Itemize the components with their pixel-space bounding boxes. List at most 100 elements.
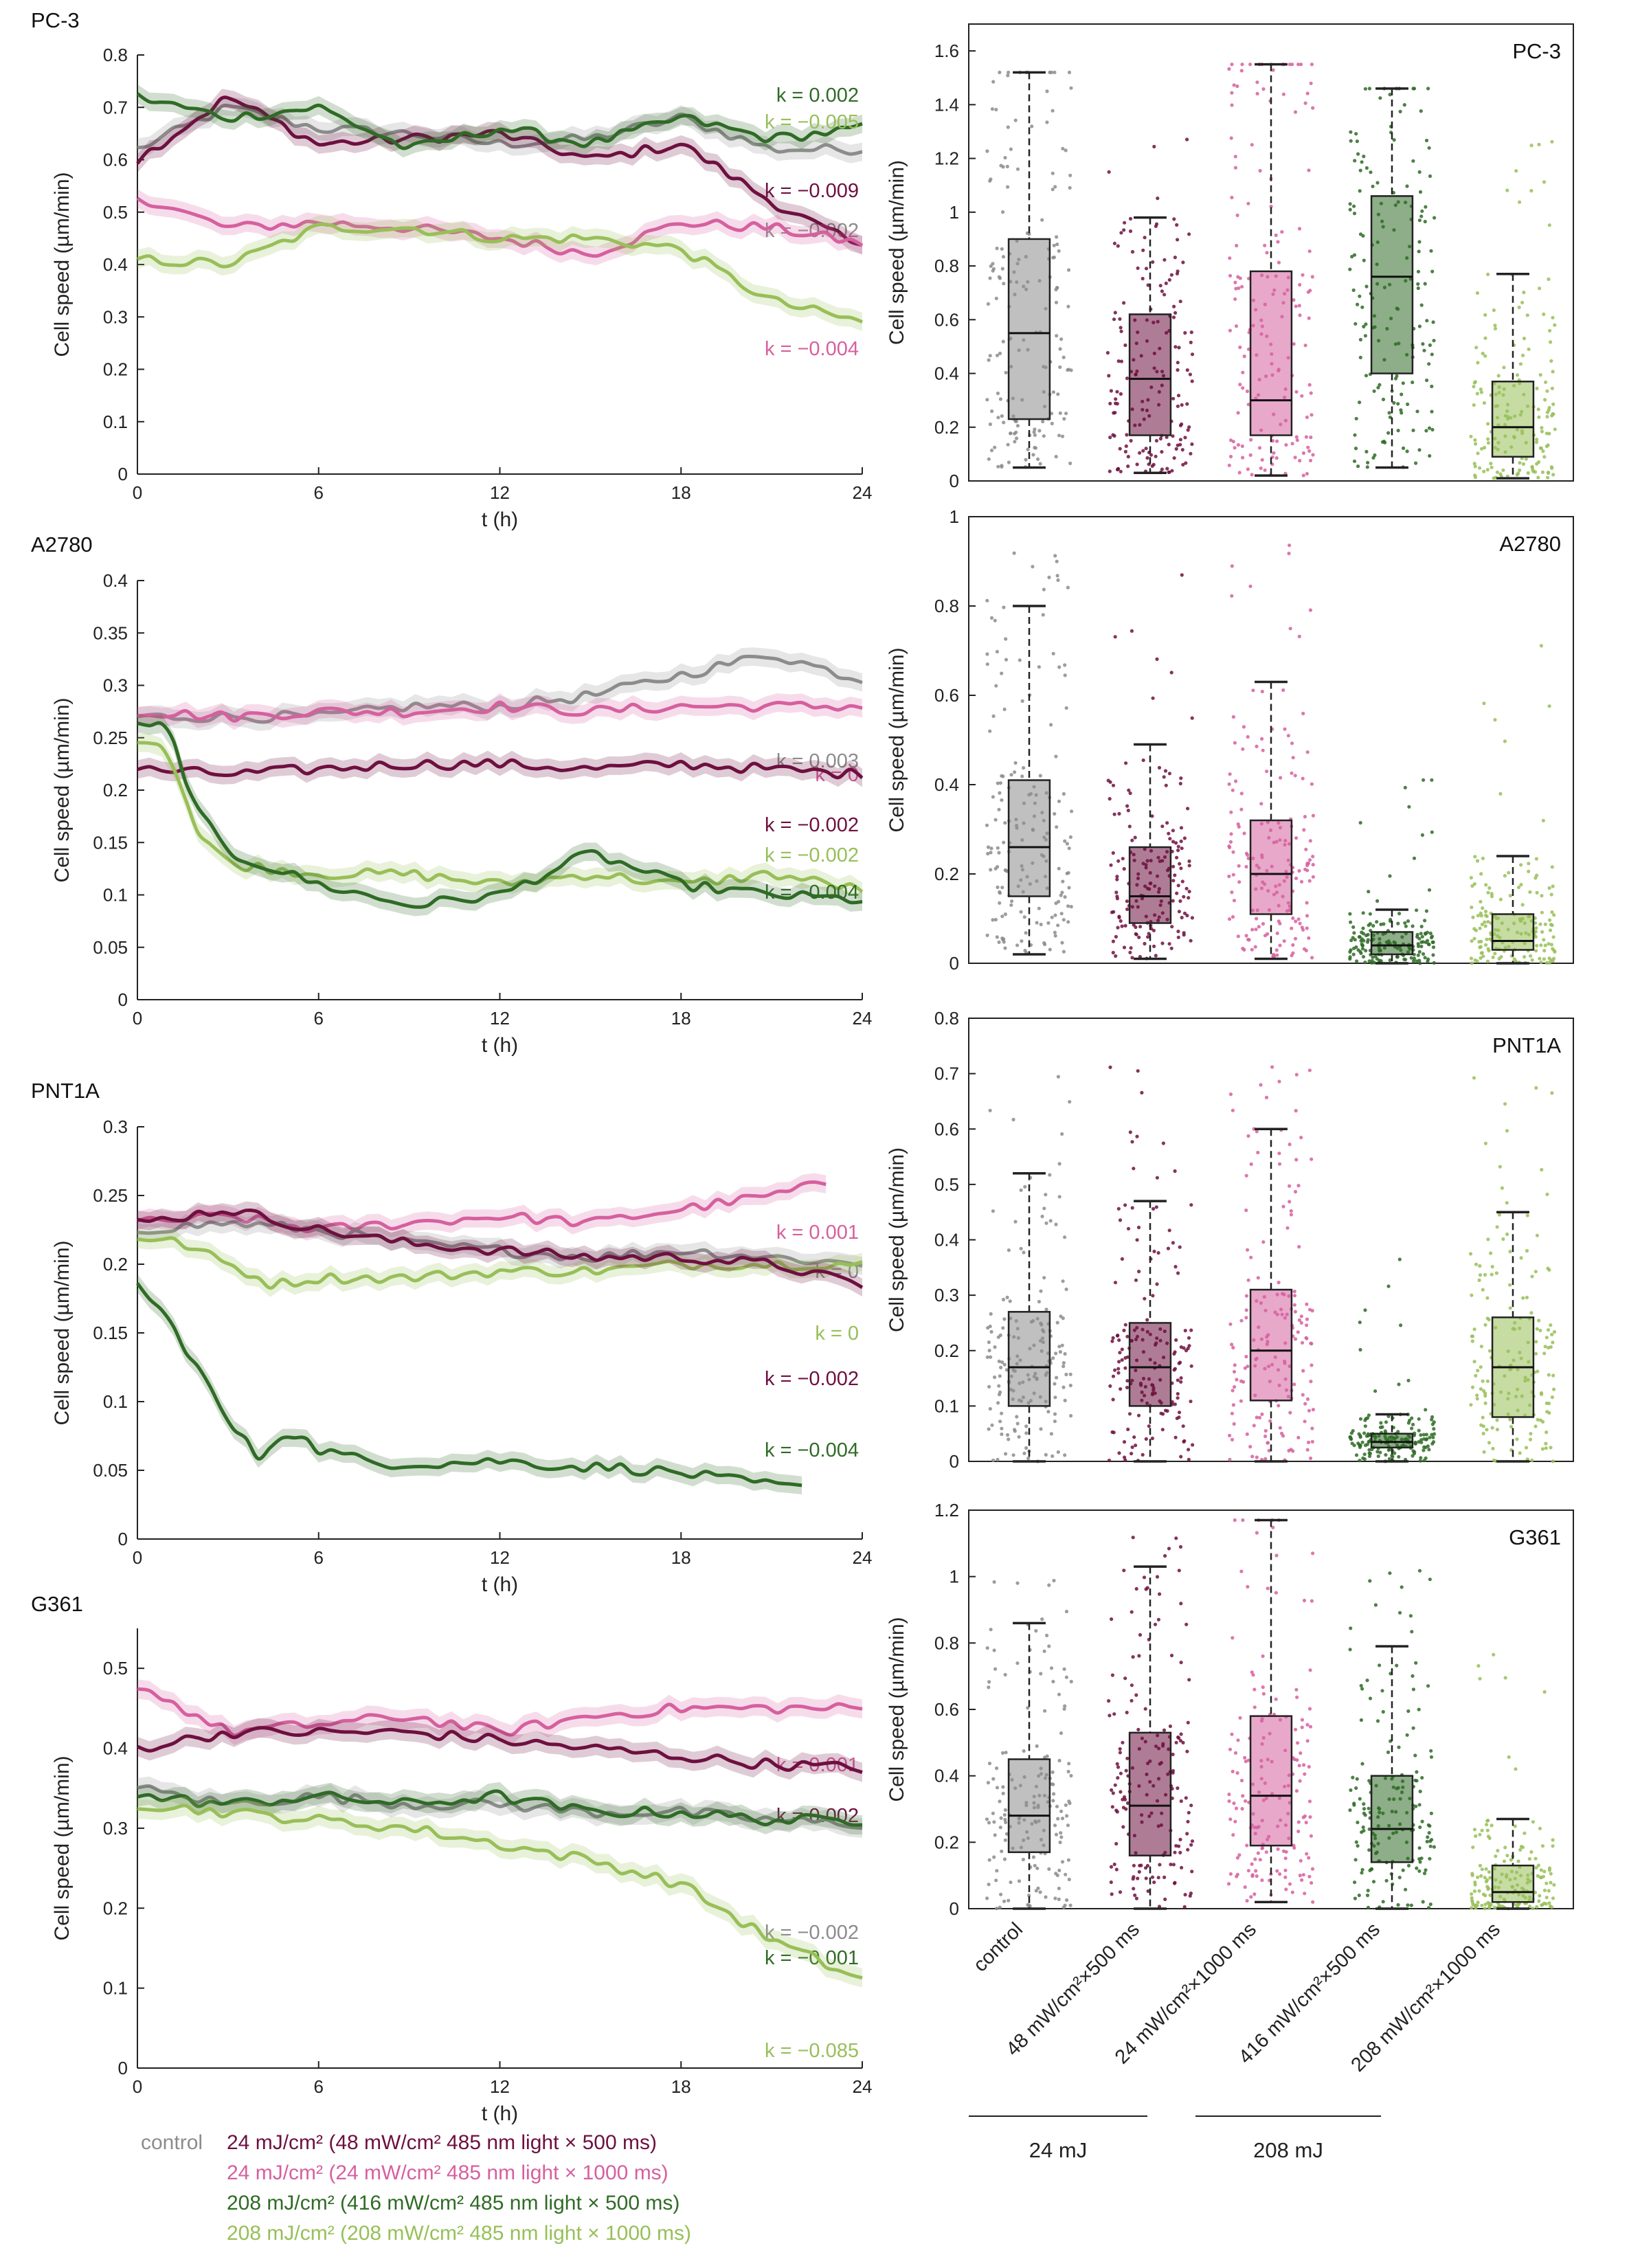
box-panel-pnt1a-point-control [987, 1340, 991, 1345]
box-panel-pc-3-point-control [1069, 86, 1073, 90]
box-panel-pc-3-point-mj24_1000 [1230, 195, 1234, 200]
box-panel-pc-3-point-mj24_1000 [1233, 155, 1237, 159]
box-panel-pc-3-point-mj208_500 [1422, 348, 1426, 352]
box-panel-a2780-point-mj24_500 [1162, 775, 1166, 779]
box-panel-g361-point-mj208_500 [1348, 1648, 1352, 1652]
box-panel-pnt1a-point-control [1001, 1297, 1006, 1302]
box-panel-g361-point-mj208_500 [1378, 1663, 1382, 1668]
box-panel-pnt1a-point-mj24_1000 [1228, 1092, 1233, 1097]
box-panel-pnt1a-point-mj208_1000 [1551, 1459, 1555, 1463]
box-panel-g361-point-mj208_500 [1408, 1614, 1413, 1618]
box-panel-pc-3-point-mj208_500 [1392, 138, 1396, 142]
box-panel-g361-point-mj208_500 [1426, 1835, 1430, 1839]
box-panel-g361-point-mj208_1000 [1539, 1868, 1543, 1872]
box-panel-pc-3-point-mj208_500 [1405, 184, 1409, 188]
box-panel-pnt1a-point-mj24_500 [1116, 1334, 1120, 1338]
box-panel-pnt1a-box-mj208_500 [1370, 1433, 1414, 1449]
box-panel-pnt1a-point-control [1051, 1356, 1055, 1360]
box-panel-pc-3-point-mj208_500 [1378, 383, 1382, 387]
box-panel-a2780-point-control [993, 818, 998, 822]
box-panel-pc-3-point-mj24_1000 [1248, 63, 1252, 67]
box-panel-a2780-point-control [1009, 773, 1013, 777]
box-panel-a2780-point-mj24_500 [1186, 807, 1190, 811]
box-panel-g361-point-mj208_500 [1359, 1718, 1363, 1722]
box-panel-pnt1a-point-mj24_500 [1116, 1367, 1121, 1371]
box-panel-pnt1a-point-mj208_1000 [1525, 1295, 1529, 1300]
box-panel-a2780-point-mj208_1000 [1481, 856, 1485, 860]
box-panel-a2780-point-mj24_1000 [1230, 890, 1234, 895]
box-panel-pnt1a-point-mj208_500 [1424, 1456, 1428, 1460]
box-panel-a2780-point-control [1003, 821, 1007, 825]
box-panel-pc-3-point-mj24_500 [1190, 352, 1195, 357]
box-panel-g361-point-mj24_500 [1121, 1797, 1125, 1801]
box-panel-pnt1a-point-mj24_1000 [1230, 1343, 1234, 1347]
box-panel-a2780-point-mj24_500 [1138, 925, 1143, 929]
box-panel-a2780-point-control [1000, 914, 1004, 919]
box-panel-pnt1a-point-control [1039, 1289, 1043, 1293]
box-panel-pc-3-point-mj24_1000 [1230, 103, 1234, 107]
box-panel-pc-3-point-control [991, 80, 996, 84]
box-panel-pnt1a-point-mj24_1000 [1289, 1213, 1293, 1217]
box-panel-g361-point-control [1047, 1583, 1051, 1587]
box-panel-g361-point-mj24_1000 [1241, 1518, 1245, 1523]
box-panel-g361-point-mj24_500 [1155, 1575, 1160, 1579]
box-panel-a2780-point-mj24_500 [1175, 891, 1179, 895]
box-panel-a2780-point-control [1065, 871, 1069, 875]
box-panel-g361-point-mj208_500 [1359, 1683, 1363, 1688]
box-panel-g361-point-mj24_500 [1178, 1738, 1182, 1743]
box-panel-pnt1a-point-mj24_1000 [1292, 1303, 1296, 1307]
box-panel-pnt1a-point-mj208_500 [1422, 1445, 1426, 1449]
box-panel-g361-point-mj24_1000 [1250, 1862, 1254, 1866]
box-panel-g361-point-mj24_500 [1158, 1863, 1162, 1867]
box-panel-g361-point-mj208_1000 [1480, 1867, 1484, 1872]
box-panel-pnt1a-point-mj208_1000 [1529, 1311, 1533, 1315]
box-panel-pc-3-point-mj208_500 [1352, 253, 1357, 257]
box-panel-g361-point-mj208_500 [1356, 1844, 1360, 1848]
box-panel-g361-point-mj24_1000 [1310, 1880, 1314, 1885]
line-panel-pc-3-band-mj208_500 [137, 84, 862, 158]
box-panel-a2780-point-mj208_1000 [1470, 906, 1474, 910]
box-panel-g361-point-mj208_1000 [1533, 1890, 1538, 1894]
box-panel-a2780-point-control [1023, 948, 1027, 953]
box-panel-pc-3-ytick-label: 1 [950, 202, 959, 223]
box-panel-pnt1a-point-mj24_500 [1187, 1457, 1191, 1461]
box-panel-pnt1a-point-mj24_1000 [1259, 1083, 1263, 1087]
box-panel-a2780-point-control [998, 781, 1002, 785]
box-panel-g361-point-mj24_1000 [1303, 1891, 1307, 1896]
box-panel-g361-point-mj24_1000 [1310, 1867, 1315, 1871]
box-panel-pnt1a-point-mj208_500 [1386, 1448, 1391, 1452]
box-panel-pc-3-point-mj208_500 [1351, 288, 1356, 292]
box-panel-a2780-point-control [1019, 910, 1023, 914]
box-panel-a2780-point-mj24_1000 [1227, 782, 1231, 786]
box-panel-pc-3-point-control [985, 149, 989, 153]
box-panel-a2780-point-mj24_1000 [1260, 689, 1264, 694]
box-panel-a2780-point-mj208_1000 [1535, 943, 1539, 947]
box-panel-pc-3-point-mj24_500 [1116, 359, 1121, 363]
box-panel-pnt1a-point-mj208_500 [1362, 1431, 1367, 1435]
box-panel-g361-point-mj208_500 [1353, 1896, 1357, 1900]
box-panel-pc-3-point-control [1009, 147, 1013, 151]
box-panel-pnt1a-point-mj208_500 [1358, 1347, 1362, 1352]
box-panel-g361-point-control [1067, 1877, 1071, 1882]
box-panel-a2780-point-mj24_500 [1155, 657, 1159, 662]
box-panel-pnt1a-point-mj24_1000 [1267, 1448, 1271, 1452]
box-panel-pnt1a-point-mj208_1000 [1470, 1293, 1474, 1297]
box-panel-g361-point-mj208_500 [1354, 1786, 1358, 1790]
line-panel-a2780-band-mj208_500 [137, 714, 862, 917]
box-panel-a2780-point-control [1061, 879, 1065, 884]
box-panel-pnt1a-point-mj208_1000 [1551, 1340, 1555, 1345]
box-panel-pc-3-point-mj24_500 [1175, 223, 1179, 227]
box-panel-pc-3-point-mj208_1000 [1518, 461, 1522, 465]
box-panel-pnt1a-point-mj208_500 [1380, 1425, 1384, 1429]
line-panel-pc-3-k-label-mj24_1000: k = −0.004 [765, 338, 859, 360]
box-panel-a2780-point-mj24_1000 [1308, 839, 1312, 843]
box-panel-pnt1a-point-mj208_500 [1378, 1450, 1382, 1455]
box-panel-pc-3-point-mj24_1000 [1228, 328, 1232, 333]
box-panel-a2780-point-control [1054, 754, 1058, 759]
box-panel-a2780-box-mj24_500 [1128, 846, 1172, 924]
box-panel-g361-point-mj24_500 [1179, 1661, 1183, 1665]
box-panel-a2780-point-control [1053, 811, 1057, 816]
box-panel-pnt1a-point-mj24_1000 [1255, 1455, 1259, 1459]
box-panel-a2780-point-mj24_1000 [1242, 725, 1246, 729]
box-panel-g361-point-control [1054, 1832, 1059, 1837]
